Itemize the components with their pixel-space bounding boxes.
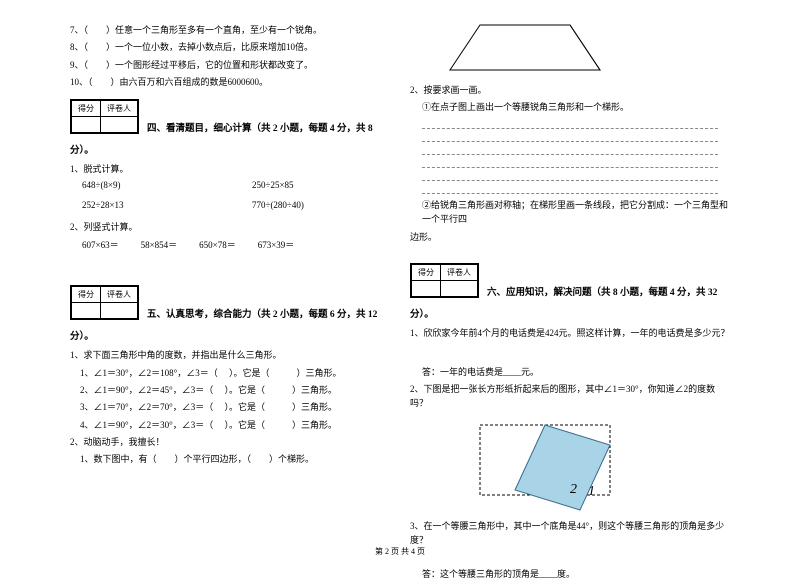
s5-2: 2、动脑动手，我擅长！ (70, 435, 390, 449)
r6-1: 1、欣欣家今年前4个月的电话费是424元。照这样计算，一年的电话费是多少元？ (410, 326, 730, 340)
r6-1a: 答：一年的电话费是____元。 (410, 365, 730, 379)
s4-2b: 58×854＝ (141, 238, 178, 252)
q9: 9、（ ）一个图形经过平移后，它的位置和形状都改变了。 (70, 58, 390, 72)
dot-grid-area (422, 119, 718, 194)
s4-2c: 650×78＝ (199, 238, 236, 252)
s5-1-1: 1、∠1＝30°，∠2＝108°，∠3＝（ ）。它是（ ）三角形。 (80, 366, 390, 380)
score-cell5[interactable] (72, 302, 101, 318)
score-cell6[interactable] (412, 280, 441, 296)
svg-text:1: 1 (588, 484, 595, 499)
grader-cell6[interactable] (441, 280, 478, 296)
score-header6: 得分 (412, 264, 441, 280)
svg-text:2: 2 (570, 482, 577, 497)
fen4: 分）。 (70, 144, 390, 159)
s5-1-4: 4、∠1＝90°，∠2＝30°，∠3＝（ ）。它是（ ）三角形。 (80, 418, 390, 432)
section6-header-row: 得分 评卷人 六、应用知识，解决问题（共 8 小题，每题 4 分，共 32 (410, 257, 730, 302)
s5-2-1: 1、数下图中，有（ ）个平行四边形，（ ）个梯形。 (80, 452, 390, 466)
section5-header-row: 得分 评卷人 五、认真思考，综合能力（共 2 小题，每题 6 分，共 12 (70, 279, 390, 324)
calc-b: 250÷25×85 (252, 180, 332, 190)
fold-svg: 2 1 (470, 415, 640, 515)
section5-title: 五、认真思考，综合能力（共 2 小题，每题 6 分，共 12 (147, 306, 390, 324)
dotline-3 (422, 145, 718, 155)
r2: 2、按要求画一画。 (410, 83, 730, 97)
right-column: 2、按要求画一画。 ①在点子图上画出一个等腰锐角三角形和一个梯形。 ②给锐角三角… (400, 20, 740, 535)
fen6: 分）。 (410, 308, 730, 323)
r6-2: 2、下图是把一张长方形纸折起来后的图形，其中∠1＝30°，你知道∠2的度数吗？ (410, 382, 730, 411)
r6-3: 3、在一个等腰三角形中，其中一个底角是44°，则这个等腰三角形的顶角是多少度？ (410, 519, 730, 548)
score-box-4: 得分 评卷人 (70, 99, 139, 134)
trapezoid-svg (440, 20, 620, 80)
page: 7、（ ）任意一个三角形至多有一个直角，至少有一个锐角。 8、（ ）一个一位小数… (0, 0, 800, 565)
s5-1-2: 2、∠1＝90°，∠2＝45°，∠3＝（ ）。它是（ ）三角形。 (80, 383, 390, 397)
grader-header6: 评卷人 (441, 264, 478, 280)
s4-2-row: 607×63＝ 58×854＝ 650×78＝ 673×39＝ (70, 238, 390, 252)
page-footer: 第 2 页 共 4 页 (0, 546, 800, 557)
calc-row-2: 252÷28×13 770÷(280÷40) (82, 200, 390, 210)
score-box-6: 得分 评卷人 (410, 263, 479, 298)
grader-cell[interactable] (101, 116, 138, 132)
section6-title: 六、应用知识，解决问题（共 8 小题，每题 4 分，共 32 (487, 284, 730, 302)
dotline-1 (422, 119, 718, 129)
q7: 7、（ ）任意一个三角形至多有一个直角，至少有一个锐角。 (70, 23, 390, 37)
s4-2d: 673×39＝ (258, 238, 295, 252)
r6-3a: 答：这个等腰三角形的顶角是____度。 (410, 567, 730, 581)
section4-title: 四、看清题目，细心计算（共 2 小题，每题 4 分，共 8 (147, 120, 390, 138)
s5-1-3: 3、∠1＝70°，∠2＝70°，∠3＝（ ）。它是（ ）三角形。 (80, 400, 390, 414)
s4-2: 2、列竖式计算。 (70, 220, 390, 234)
r2-2a: ②给锐角三角形画对称轴；在梯形里画一条线段，把它分割成：一个三角型和一个平行四 (410, 198, 730, 227)
grader-cell5[interactable] (101, 302, 138, 318)
dotline-5 (422, 171, 718, 181)
section4-header-row: 得分 评卷人 四、看清题目，细心计算（共 2 小题，每题 4 分，共 8 (70, 93, 390, 138)
score-header: 得分 (72, 100, 101, 116)
dotline-6 (422, 184, 718, 194)
r2-2b: 边形。 (410, 230, 730, 244)
calc-row-1: 648÷(8×9) 250÷25×85 (82, 180, 390, 190)
left-column: 7、（ ）任意一个三角形至多有一个直角，至少有一个锐角。 8、（ ）一个一位小数… (60, 20, 400, 535)
calc-d: 770÷(280÷40) (252, 200, 332, 210)
fen5: 分）。 (70, 330, 390, 345)
grader-header5: 评卷人 (101, 286, 138, 302)
dotline-4 (422, 158, 718, 168)
q8: 8、（ ）一个一位小数，去掉小数点后，比原来增加10倍。 (70, 40, 390, 54)
score-header5: 得分 (72, 286, 101, 302)
score-box-5: 得分 评卷人 (70, 285, 139, 320)
score-cell[interactable] (72, 116, 101, 132)
calc-c: 252÷28×13 (82, 200, 162, 210)
r2-1: ①在点子图上画出一个等腰锐角三角形和一个梯形。 (410, 100, 730, 114)
fold-diagram: 2 1 (470, 415, 730, 515)
trapezoid-diagram (440, 20, 730, 80)
dotline-2 (422, 132, 718, 142)
q10: 10、（ ）由六百万和六百组成的数是6000600。 (70, 75, 390, 89)
calc-a: 648÷(8×9) (82, 180, 162, 190)
s4-2a: 607×63＝ (82, 238, 119, 252)
s5-1: 1、求下面三角形中角的度数，并指出是什么三角形。 (70, 348, 390, 362)
s4-1: 1、脱式计算。 (70, 162, 390, 176)
grader-header: 评卷人 (101, 100, 138, 116)
